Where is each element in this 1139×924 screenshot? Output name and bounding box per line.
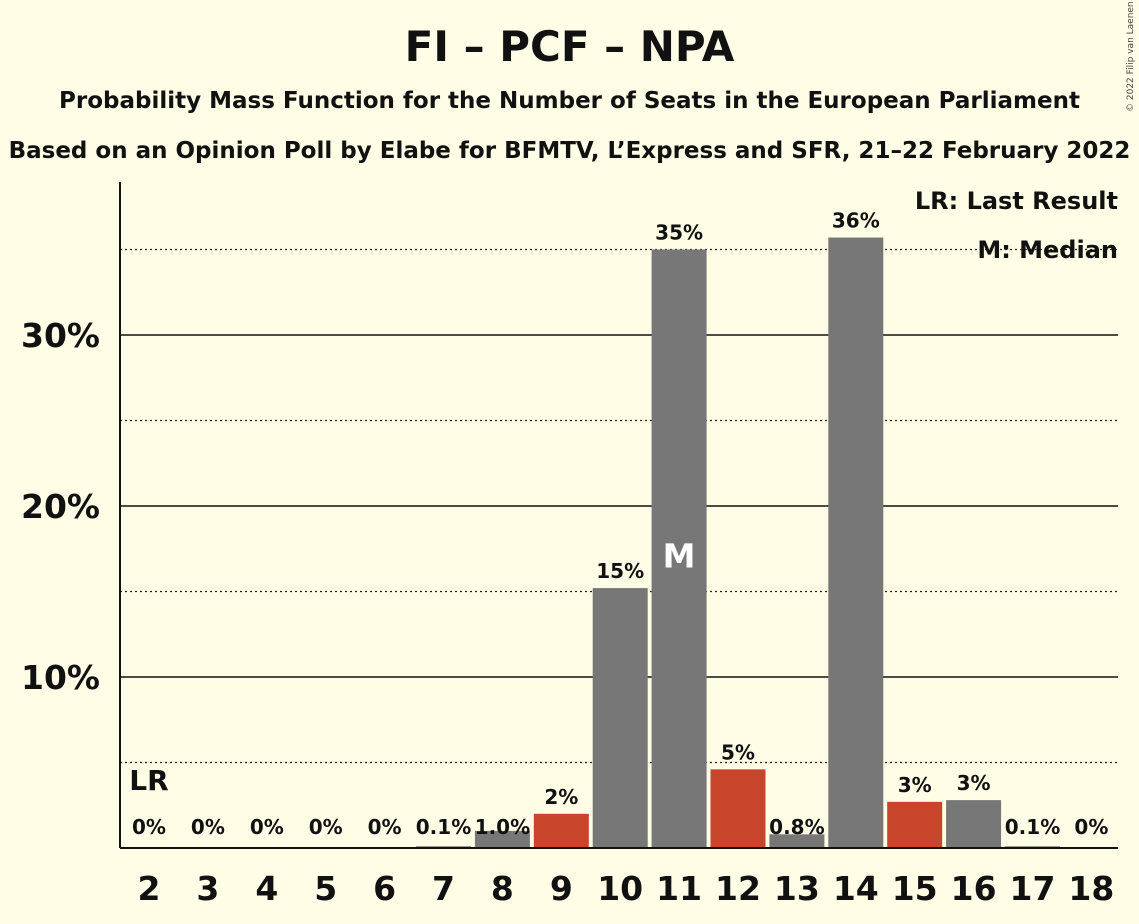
- chart-title: FI – PCF – NPA: [404, 22, 735, 71]
- bar-seat-9: [533, 813, 589, 848]
- bar-value-label: 3%: [957, 771, 991, 795]
- bar-seat-11: [651, 249, 707, 848]
- bar-seat-14: [828, 237, 884, 848]
- bar-seat-10: [592, 588, 648, 848]
- x-tick-label: 18: [1068, 869, 1114, 908]
- y-tick-label: 30%: [21, 316, 100, 355]
- legend-last-result: LR: Last Result: [915, 187, 1118, 215]
- bar-value-label: 15%: [596, 559, 644, 583]
- bar-value-label: 0%: [1074, 815, 1108, 839]
- x-tick-label: 2: [138, 869, 161, 908]
- bar-value-label: 36%: [832, 209, 880, 233]
- x-tick-label: 8: [491, 869, 514, 908]
- bar-value-label: 3%: [898, 773, 932, 797]
- x-tick-label: 16: [951, 869, 997, 908]
- x-tick-label: 15: [892, 869, 938, 908]
- bar-value-label: 35%: [655, 221, 703, 245]
- x-tick-label: 9: [550, 869, 573, 908]
- bar-value-label: 5%: [721, 740, 755, 764]
- x-tick-label: 17: [1010, 869, 1056, 908]
- bar-seat-12: [710, 769, 766, 848]
- x-tick-label: 7: [432, 869, 455, 908]
- bar-value-label: 2%: [544, 785, 578, 809]
- x-tick-label: 3: [196, 869, 219, 908]
- bar-seat-13: [769, 834, 825, 848]
- median-marker: M: [663, 537, 696, 576]
- bar-seat-15: [887, 801, 943, 848]
- bar-value-label: 0%: [132, 815, 166, 839]
- bar-value-label: 0%: [191, 815, 225, 839]
- bar-value-label: 0.1%: [416, 815, 471, 839]
- bar-value-label: 0.1%: [1005, 815, 1060, 839]
- y-tick-label: 20%: [21, 487, 100, 526]
- x-tick-label: 12: [715, 869, 761, 908]
- bar-value-label: 1.0%: [475, 815, 530, 839]
- last-result-marker: LR: [129, 764, 168, 797]
- x-tick-label: 10: [597, 869, 643, 908]
- x-tick-label: 5: [314, 869, 337, 908]
- legend-median: M: Median: [977, 236, 1118, 264]
- y-tick-label: 10%: [21, 658, 100, 697]
- bar-seat-8: [474, 830, 530, 848]
- x-tick-label: 4: [255, 869, 278, 908]
- bar-value-label: 0%: [309, 815, 343, 839]
- x-tick-label: 14: [833, 869, 879, 908]
- bar-value-label: 0%: [250, 815, 284, 839]
- x-tick-label: 13: [774, 869, 820, 908]
- x-tick-label: 6: [373, 869, 396, 908]
- chart-subtitle: Probability Mass Function for the Number…: [59, 88, 1080, 114]
- chart-subtitle-source: Based on an Opinion Poll by Elabe for BF…: [8, 138, 1131, 164]
- bar-seat-16: [946, 800, 1002, 848]
- bar-value-label: 0%: [368, 815, 402, 839]
- bar-value-label: 0.8%: [769, 815, 824, 839]
- x-tick-label: 11: [656, 869, 702, 908]
